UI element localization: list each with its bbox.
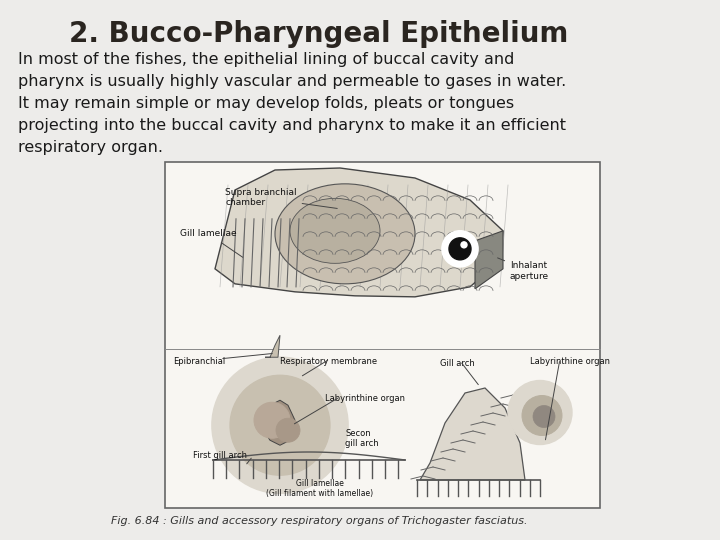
Circle shape [230,375,330,475]
Circle shape [461,242,467,248]
Circle shape [533,406,555,428]
Text: Fig. 6.84 : Gills and accessory respiratory organs of Trichogaster fasciatus.: Fig. 6.84 : Gills and accessory respirat… [111,516,527,526]
Text: Labyrinthine organ: Labyrinthine organ [530,357,610,366]
Text: Epibranchial: Epibranchial [173,357,225,366]
Text: Labyrinthine organ: Labyrinthine organ [325,394,405,403]
Circle shape [522,395,562,435]
Circle shape [212,357,348,493]
Polygon shape [475,231,503,289]
Text: Gill lamellae: Gill lamellae [180,230,243,257]
Text: Inhalant
aperture: Inhalant aperture [498,258,549,281]
Circle shape [449,238,471,260]
Bar [165,162,600,508]
Polygon shape [420,388,525,480]
Text: First gill arch: First gill arch [193,451,247,461]
Polygon shape [265,335,280,357]
Ellipse shape [290,198,380,264]
Ellipse shape [275,184,415,284]
Text: Respiratory membrane: Respiratory membrane [280,357,377,366]
Text: Secon
gill arch: Secon gill arch [345,429,379,448]
Circle shape [442,231,478,267]
Text: Supra branchial
chamber: Supra branchial chamber [225,188,337,208]
Circle shape [276,418,300,442]
Text: In most of the fishes, the epithelial lining of buccal cavity and: In most of the fishes, the epithelial li… [18,52,514,67]
Polygon shape [215,168,503,297]
Text: pharynx is usually highly vascular and permeable to gases in water.: pharynx is usually highly vascular and p… [18,74,566,89]
Text: 2. Bucco-Pharyngeal Epithelium: 2. Bucco-Pharyngeal Epithelium [69,20,569,48]
Polygon shape [260,400,295,445]
Circle shape [508,381,572,444]
Text: respiratory organ.: respiratory organ. [18,140,163,155]
Text: projecting into the buccal cavity and pharynx to make it an efficient: projecting into the buccal cavity and ph… [18,118,566,133]
Text: Gill lamellae
(Gill filament with lamellae): Gill lamellae (Gill filament with lamell… [266,478,374,498]
Text: It may remain simple or may develop folds, pleats or tongues: It may remain simple or may develop fold… [18,96,514,111]
Text: Gill arch: Gill arch [440,359,474,368]
Circle shape [254,402,290,438]
